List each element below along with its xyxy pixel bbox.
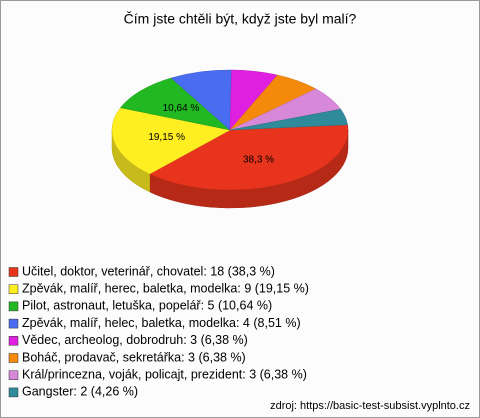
legend-swatch [8, 387, 19, 398]
pie-slice [229, 108, 348, 131]
legend-label: Zpěvák, malíř, helec, baletka, modelka: … [22, 316, 301, 330]
legend-label: Vědec, archeolog, dobrodruh: 3 (6,38 %) [22, 333, 248, 347]
legend-label: Král/princezna, voják, policajt, prezide… [22, 367, 307, 381]
pie-slice [111, 107, 231, 175]
slice-label: 38,3 % [243, 154, 274, 165]
source: zdroj: https://basic-test-subsist.vyplnt… [270, 400, 470, 412]
legend-label: Učitel, doktor, veterinář, chovatel: 18 … [22, 264, 275, 278]
legend-swatch [8, 353, 19, 363]
legend-swatch [8, 284, 19, 294]
legend-label: Zpěvák, malíř, herec, baletka, modelka: … [22, 281, 309, 295]
slice-label: 19,15 % [148, 132, 185, 143]
slice-label: 10,64 % [163, 103, 200, 114]
pie-slice [149, 124, 349, 191]
legend-swatch [8, 318, 19, 329]
legend-label: Gangster: 2 (4,26 %) [22, 385, 138, 399]
legend-swatch [8, 267, 19, 277]
legend-swatch [8, 336, 19, 346]
legend-swatch [8, 301, 19, 312]
legend-swatch [8, 370, 19, 380]
legend-label: Boháč, prodavač, sekretářka: 3 (6,38 %) [22, 350, 246, 364]
chart-title: Čím jste chtěli být, když jste byl malí? [124, 11, 357, 27]
legend-label: Pilot, astronaut, letuška, popelář: 5 (1… [22, 299, 272, 313]
pie-slice [119, 77, 231, 131]
